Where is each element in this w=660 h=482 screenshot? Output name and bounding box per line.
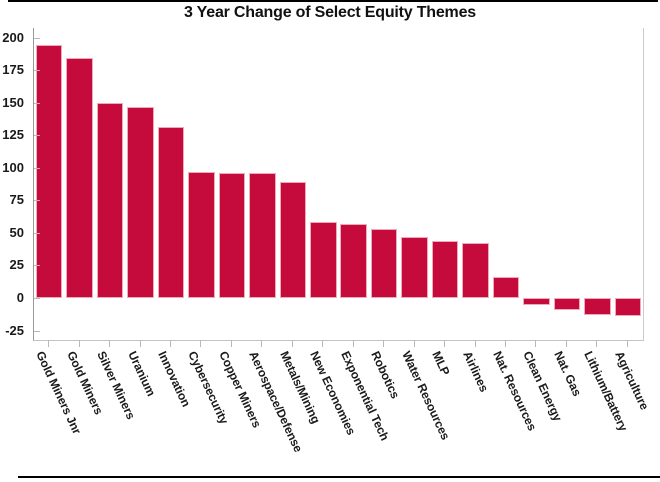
x-tick-mark: [200, 340, 202, 347]
y-tick-label: 100: [2, 159, 24, 175]
bar-uranium[interactable]: [127, 106, 154, 299]
x-tick-mark: [109, 340, 111, 347]
y-tick-label: 0: [16, 290, 24, 306]
bar-silver-miners[interactable]: [96, 102, 124, 299]
x-tick-mark: [504, 340, 506, 347]
x-tick-label: MLP: [429, 349, 453, 378]
y-tick-label: 150: [2, 94, 24, 110]
bar-innovation[interactable]: [157, 127, 185, 299]
x-tick-mark: [261, 340, 263, 347]
bar-copper-miners[interactable]: [218, 172, 246, 299]
y-tick-label: 200: [2, 29, 24, 45]
x-tick-mark: [383, 340, 385, 347]
y-tick-mark: [34, 102, 40, 104]
x-tick-mark: [596, 340, 598, 347]
y-tick-label: 75: [9, 192, 24, 208]
y-tick-label: 125: [2, 127, 24, 143]
bar-robotics[interactable]: [370, 229, 398, 299]
y-tick-mark: [34, 37, 40, 39]
chart-title: 3 Year Change of Select Equity Themes: [184, 4, 476, 21]
x-tick-mark: [535, 340, 537, 347]
x-tick-mark: [170, 340, 172, 347]
x-tick-mark: [322, 340, 324, 347]
x-tick-mark: [352, 340, 354, 347]
y-tick-mark: [34, 135, 40, 137]
bar-cybersecurity[interactable]: [188, 171, 215, 299]
x-tick-label: Airlines: [459, 349, 491, 395]
y-tick-mark: [34, 298, 40, 300]
y-tick-mark: [34, 330, 40, 332]
bar-agriculture[interactable]: [614, 298, 642, 317]
x-tick-mark: [413, 340, 415, 347]
frame-top-border: [8, 0, 658, 2]
y-tick-mark: [34, 265, 40, 267]
bar-nat-resources[interactable]: [492, 277, 520, 299]
bar-water-resources[interactable]: [401, 236, 428, 299]
plot-area: [33, 28, 644, 341]
bar-mlp[interactable]: [431, 240, 459, 299]
x-tick-mark: [78, 340, 80, 347]
x-tick-mark: [444, 340, 446, 347]
y-tick-mark: [34, 167, 40, 169]
x-tick-mark: [626, 340, 628, 347]
bar-metals-mining[interactable]: [279, 182, 307, 299]
x-tick-label: Robotics: [368, 349, 403, 401]
x-tick-mark: [291, 340, 293, 347]
y-tick-label: -25: [5, 322, 24, 338]
bar-clean-energy[interactable]: [523, 298, 550, 305]
frame-bottom-border: [18, 476, 660, 478]
x-tick-label: Uranium: [124, 349, 158, 399]
bar-airlines[interactable]: [462, 243, 489, 299]
bar-exponential-tech[interactable]: [340, 223, 367, 299]
y-tick-mark: [34, 70, 40, 72]
x-tick-mark: [565, 340, 567, 347]
bar-aerospace-defense[interactable]: [249, 172, 276, 299]
y-tick-label: 50: [9, 224, 24, 240]
y-tick-label: 25: [9, 257, 24, 273]
bar-nat-gas[interactable]: [553, 298, 581, 310]
bar-lithium-battery[interactable]: [584, 298, 611, 315]
x-tick-mark: [474, 340, 476, 347]
y-tick-mark: [34, 200, 40, 202]
bar-gold-miners-jnr[interactable]: [35, 45, 63, 299]
x-tick-label: Nat. Gas: [551, 349, 585, 399]
bar-new-economies[interactable]: [310, 222, 337, 299]
y-tick-label: 175: [2, 62, 24, 78]
x-tick-mark: [139, 340, 141, 347]
y-tick-mark: [34, 232, 40, 234]
x-tick-mark: [230, 340, 232, 347]
bar-gold-miners[interactable]: [66, 58, 93, 299]
x-tick-mark: [48, 340, 50, 347]
